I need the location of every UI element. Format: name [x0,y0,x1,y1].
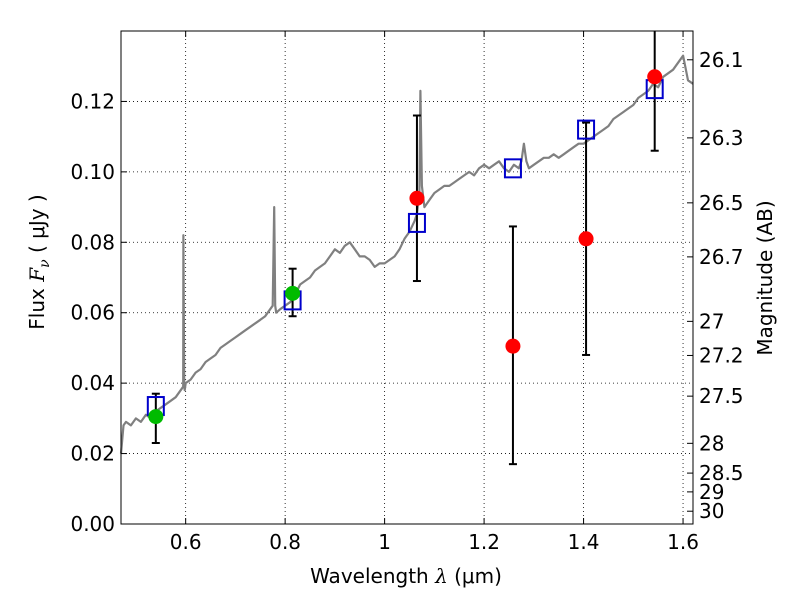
y-tick-label: 0.02 [70,442,115,466]
mag-tick-label: 26.5 [699,191,744,215]
mag-tick-label: 27 [699,309,724,333]
model-spectrum-line [119,54,694,454]
y-tick-label: 0.00 [70,512,115,536]
x-tick-label: 1.6 [667,530,699,554]
y-tick-label: 0.08 [70,230,115,254]
observed-nir-point [409,190,425,206]
observed-nir-point [578,231,594,247]
tick-layer: 0.6 0.8 1 1.2 1.4 1.6 0.00 0.02 0.04 0.06 0.08 0.10… [70,31,744,554]
plot-frame [120,30,694,525]
x-tick-label: 1.2 [468,530,500,554]
mag-tick-label: 29 [699,480,724,504]
y-tick-label: 0.10 [70,160,115,184]
y-tick-label: 0.06 [70,301,115,325]
mag-tick-label: 28 [699,431,724,455]
model-photometry-square [407,212,426,233]
y-tick-label: 0.04 [70,371,115,395]
x-tick-label: 1.4 [568,530,600,554]
x-tick-label: 0.6 [170,530,202,554]
mag-tick-label: 27.5 [699,384,744,408]
model-photometry-square [577,119,596,140]
mag-tick-label: 26.3 [699,126,744,150]
gridlines [121,31,693,525]
y2-axis-label: Magnitude (AB) [753,200,777,355]
x-tick-label: 1 [378,530,391,554]
mag-tick-label: 30 [699,499,724,523]
y-tick-label: 0.12 [70,89,115,113]
x-axis-label: Wavelength λ (μm) [310,564,502,588]
mag-tick-label: 27.2 [699,343,744,367]
mag-tick-label: 26.1 [699,48,744,72]
observed-optical-point [148,409,164,425]
observed-nir-point [505,338,521,354]
observed-optical-point [285,285,301,301]
mag-tick-label: 26.7 [699,245,744,269]
y-axis-label: Flux Fν ( μJy ) [25,194,53,329]
mag-tick-label: 28.5 [699,461,744,485]
model-photometry-square [503,158,522,179]
marker-layer [146,69,664,425]
observed-nir-point [647,69,663,85]
model-spectrum-layer [119,54,694,454]
errorbar-layer [151,31,659,466]
x-tick-label: 0.8 [269,530,301,554]
